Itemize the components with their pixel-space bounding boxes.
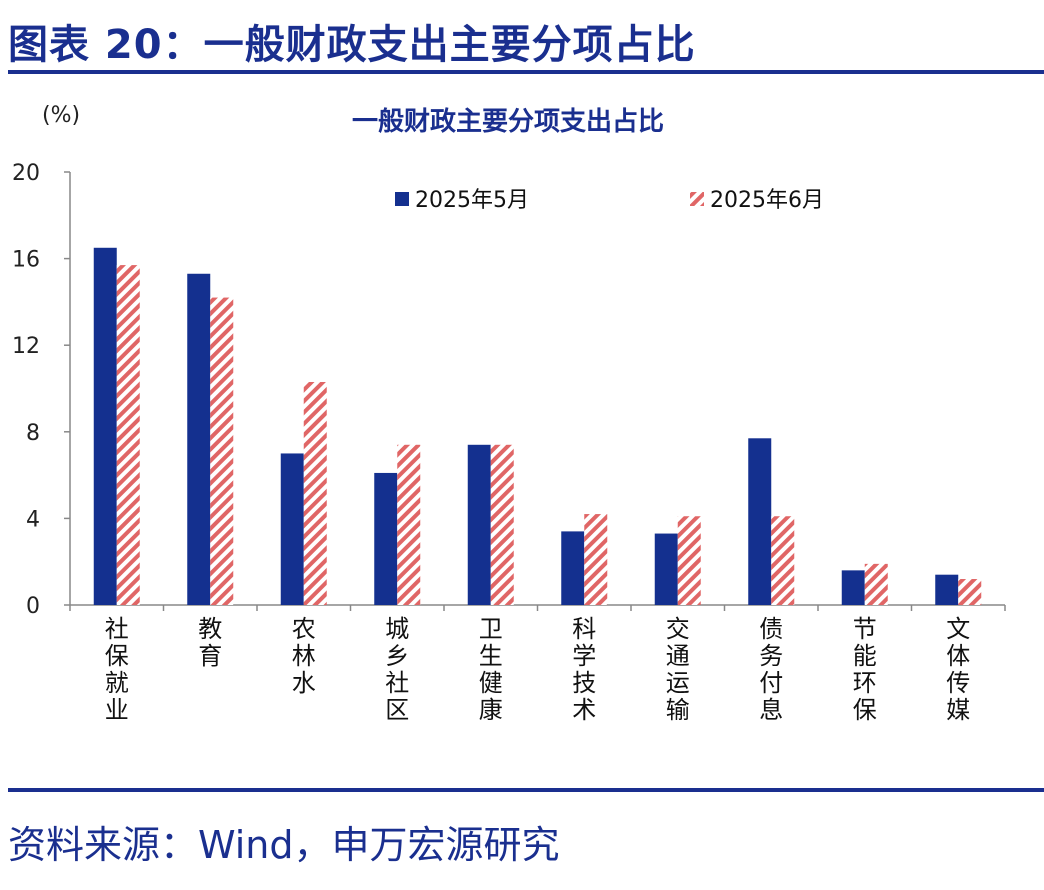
bars <box>93 247 982 605</box>
y-tick-label: 0 <box>26 594 40 619</box>
bar-series2-0 <box>116 265 140 605</box>
bar-series2-7 <box>771 516 795 605</box>
bar-series1-3 <box>374 472 398 605</box>
x-tick-label: 科学技术 <box>572 615 596 724</box>
y-axis-unit: (%) <box>42 103 80 128</box>
bar-series1-9 <box>935 574 959 605</box>
y-tick-label: 4 <box>26 507 40 532</box>
bar-series1-1 <box>187 273 211 605</box>
legend-swatch <box>395 192 409 206</box>
bar-series2-3 <box>397 444 421 605</box>
y-tick-label: 20 <box>12 161 40 186</box>
x-tick-label: 卫生健康 <box>479 615 503 724</box>
legend-label: 2025年6月 <box>710 188 824 213</box>
bar-series2-8 <box>864 563 888 605</box>
bar-series1-8 <box>841 570 865 605</box>
legend-swatch <box>690 192 704 206</box>
x-tick-label: 债务付息 <box>759 615 783 724</box>
bar-series2-9 <box>958 579 982 605</box>
title-divider <box>8 70 1044 74</box>
x-tick-label: 文体传媒 <box>946 615 970 724</box>
bar-series1-7 <box>748 438 772 605</box>
bar-series2-4 <box>490 444 514 605</box>
x-tick-label: 教育 <box>198 615 222 670</box>
bar-chart: 一般财政主要分项支出占比 (%) 2025年5月 2025年6月 0 4 8 12 16 2… <box>12 103 1006 724</box>
x-tick-label: 社保就业 <box>105 615 129 724</box>
bar-series2-2 <box>303 382 327 605</box>
y-tick-label: 12 <box>12 334 40 359</box>
x-tick-label: 交通运输 <box>666 615 690 724</box>
source-note: 资料来源：Wind，申万宏源研究 <box>8 823 560 867</box>
x-tick-label: 农林水 <box>292 615 316 697</box>
y-tick-label: 16 <box>12 248 40 273</box>
bar-series1-6 <box>654 533 678 605</box>
legend-label: 2025年5月 <box>415 188 529 213</box>
bar-series1-4 <box>467 444 491 605</box>
y-tick-label: 8 <box>26 421 40 446</box>
bar-series1-2 <box>280 453 304 605</box>
x-axis-labels: 社保就业 教育 农林水 城乡社区 卫生健康 科学技术 交通运输 债务付息 节能环保 文体传媒 <box>105 615 971 724</box>
bar-series2-1 <box>210 297 234 605</box>
bar-series1-5 <box>561 531 585 605</box>
legend: 2025年5月 2025年6月 <box>395 188 824 213</box>
figure-title: 图表 20：一般财政支出主要分项占比 <box>8 22 696 68</box>
bar-series1-0 <box>93 247 117 605</box>
bar-series2-6 <box>677 516 701 605</box>
x-tick-label: 城乡社区 <box>385 615 409 724</box>
x-tick-label: 节能环保 <box>853 615 877 724</box>
chart-title: 一般财政主要分项支出占比 <box>352 106 664 137</box>
footer-divider <box>8 788 1044 792</box>
bar-series2-5 <box>584 514 608 605</box>
